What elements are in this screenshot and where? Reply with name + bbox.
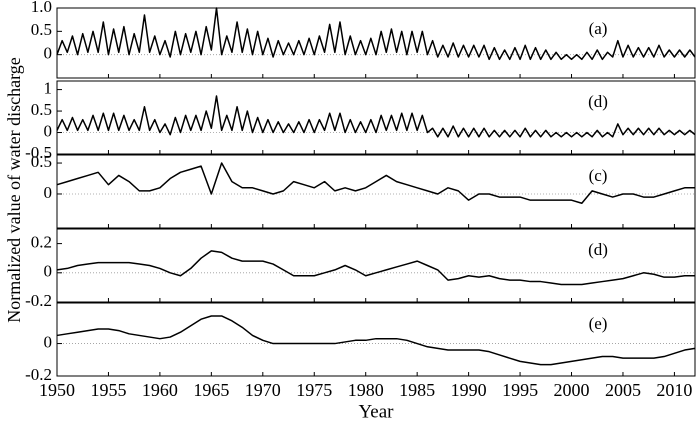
y-tick-label: 0.5 — [31, 100, 52, 119]
y-tick-label: 0 — [44, 262, 53, 281]
y-tick-label: 0.2 — [31, 233, 52, 252]
x-tick-label: 1995 — [502, 380, 538, 400]
x-tick-label: 1955 — [90, 380, 126, 400]
data-line — [56, 7, 696, 61]
y-tick-label: 1.0 — [31, 0, 52, 16]
y-tick-label: 0 — [44, 332, 53, 351]
y-tick-label: 0 — [44, 121, 53, 140]
data-line — [56, 162, 695, 204]
panel-label: (d) — [588, 240, 608, 259]
x-tick-label: 1960 — [142, 380, 178, 400]
y-tick-label: 0 — [44, 44, 53, 63]
y-tick-label: -0.2 — [25, 291, 52, 310]
panel-frame — [56, 154, 696, 229]
x-axis-label: Year — [358, 401, 394, 422]
x-tick-label: 1970 — [245, 380, 281, 400]
panel-frame — [56, 302, 696, 377]
panel-label: (a) — [589, 19, 608, 38]
x-tick-label: 1950 — [39, 380, 75, 400]
panel-label: (d) — [588, 92, 608, 111]
x-tick-label: 2000 — [554, 380, 590, 400]
data-line — [56, 250, 695, 286]
y-axis-label: Normalized value of water discharge — [4, 57, 24, 323]
y-tick-label: 0.5 — [31, 20, 52, 39]
x-tick-label: 1985 — [399, 380, 435, 400]
data-line — [56, 315, 696, 366]
panel-frame — [56, 7, 696, 79]
y-tick-label: -0.2 — [25, 365, 52, 384]
panel-label: (c) — [589, 166, 608, 185]
y-tick-label: -0.5 — [25, 143, 52, 162]
panel-label: (e) — [589, 314, 608, 333]
x-tick-label: 1965 — [193, 380, 229, 400]
x-tick-label: 2005 — [605, 380, 641, 400]
y-tick-label: 0.5 — [31, 152, 52, 171]
x-tick-label: 1975 — [296, 380, 332, 400]
x-tick-label: 2010 — [656, 380, 692, 400]
panel-frame — [56, 228, 696, 303]
data-line — [56, 95, 696, 138]
x-tick-label: 1990 — [451, 380, 487, 400]
y-tick-label: 0 — [44, 183, 53, 202]
x-tick-label: 1980 — [348, 380, 384, 400]
panel-frame — [56, 80, 696, 155]
y-tick-label: 1 — [44, 78, 53, 97]
